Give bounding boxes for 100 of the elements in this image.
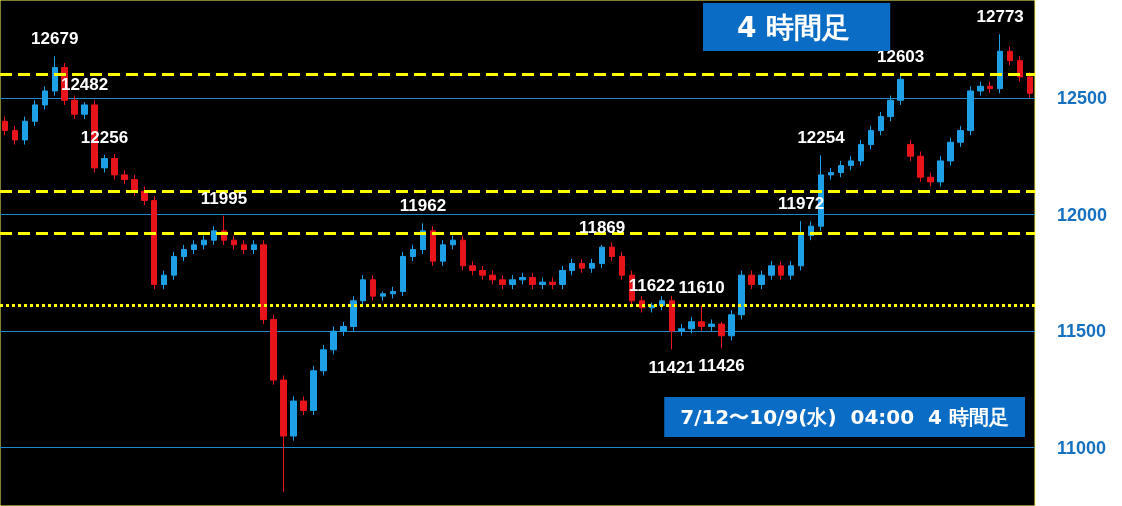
candlestick: [927, 172, 934, 188]
candlestick: [569, 258, 575, 276]
chart-title: 4 時間足: [737, 10, 851, 44]
candlestick: [878, 111, 884, 136]
candlestick: [539, 276, 546, 290]
candlestick: [579, 258, 585, 274]
annotation: 12679: [31, 29, 79, 49]
candlestick: [280, 374, 287, 493]
y-tick-label: 11000: [1057, 437, 1107, 458]
candlestick: [81, 101, 88, 120]
candlestick: [838, 160, 844, 178]
y-tick-label: 12500: [1057, 87, 1108, 108]
candlestick: [718, 321, 725, 349]
candlestick: [330, 325, 337, 355]
candlestick: [619, 251, 625, 281]
candlestick: [987, 81, 993, 94]
candlestick: [181, 244, 187, 262]
candlestick: [599, 244, 605, 269]
candlestick: [171, 251, 177, 281]
candlestick: [201, 235, 207, 250]
candlestick: [768, 260, 775, 281]
candlestick: [848, 155, 854, 171]
candlestick: [917, 151, 924, 183]
annotation: 12603: [877, 46, 925, 66]
candlestick: [1017, 55, 1023, 83]
candlestick: [678, 323, 685, 337]
candlestick: [410, 244, 416, 262]
candlestick: [559, 265, 566, 290]
candlestick: [828, 167, 834, 181]
candlestick: [499, 274, 506, 290]
candlestick: [22, 116, 28, 146]
annotation: 11962: [399, 196, 447, 216]
candlestick: [529, 272, 536, 290]
annotation: 11426: [698, 356, 745, 376]
candlestick: [489, 269, 496, 285]
candlestick: [300, 395, 307, 416]
candlestick: [241, 239, 247, 255]
candlestick: [519, 272, 526, 285]
candlestick: [131, 174, 138, 197]
annotation: 12773: [976, 7, 1024, 27]
candlestick: [231, 235, 237, 250]
candlestick: [469, 260, 476, 276]
candlestick: [460, 235, 466, 271]
candlestick: [290, 395, 297, 442]
candlestick: [967, 85, 974, 136]
candlestick: [380, 290, 386, 302]
candlestick: [101, 154, 108, 174]
candlestick: [270, 314, 277, 386]
candlestick: [708, 318, 715, 332]
candlestick: [907, 139, 914, 162]
candlestick: [52, 55, 58, 97]
candlestick: [440, 239, 446, 267]
candlestick: [509, 274, 516, 290]
candlestick: [858, 139, 864, 167]
annotation: 11421: [648, 357, 695, 377]
annotation: 7/12〜10/9(水) 04:00 4 時間足: [680, 405, 1009, 429]
candlestick: [758, 269, 765, 290]
candlestick: [211, 225, 217, 246]
candlestick: [1007, 46, 1013, 66]
candlestick: [251, 239, 257, 255]
candlestick: [748, 269, 755, 290]
candlestick: [479, 265, 486, 281]
candlestick: [798, 220, 804, 271]
candlestick: [2, 116, 8, 136]
candlestick: [350, 295, 357, 332]
candlestick: [71, 95, 78, 120]
candlestick: [997, 33, 1003, 94]
candlestick: [549, 276, 556, 290]
candlestick: [400, 251, 406, 297]
candlestick: [260, 239, 267, 325]
candlestick: [669, 295, 675, 351]
candlestick: [698, 304, 705, 332]
candlestick: [957, 125, 964, 148]
candlestick: [887, 95, 894, 122]
annotation: 12254: [797, 128, 846, 148]
candlestick: [738, 269, 745, 320]
candlestick: [42, 85, 48, 111]
candlestick: [320, 344, 327, 376]
candlestick: [12, 125, 18, 146]
candlestick: [688, 316, 695, 334]
annotation: 11610: [678, 278, 725, 298]
annotation: 11995: [200, 188, 248, 208]
candlestick: [111, 153, 118, 181]
candlestick: [340, 321, 347, 337]
candlestick: [191, 239, 197, 255]
candlestick: [161, 269, 167, 290]
candlestick: [947, 137, 954, 167]
candlestick: [121, 169, 128, 185]
candlestick: [868, 125, 874, 150]
candlestick: [1027, 71, 1033, 99]
candlestick: [370, 274, 376, 302]
candlestick: [977, 81, 984, 97]
candlestick: [609, 242, 615, 262]
candlestick: [589, 258, 595, 274]
candlestick: [32, 99, 38, 127]
candlestick: [728, 309, 735, 341]
candlestick: [897, 73, 904, 106]
y-tick-label: 12000: [1057, 204, 1108, 225]
candlestick: [937, 155, 944, 188]
candlestick: [778, 260, 784, 281]
